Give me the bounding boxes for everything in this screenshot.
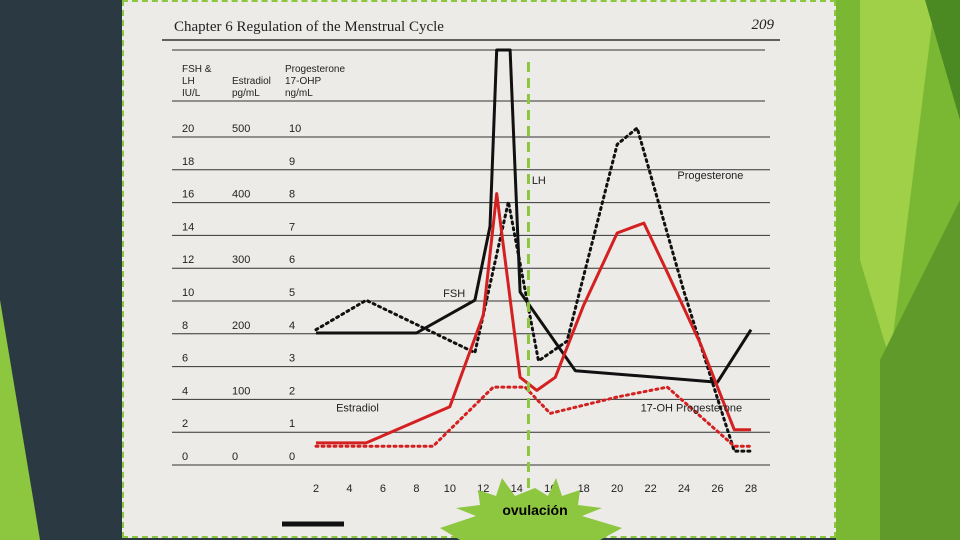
left-accent-shape	[0, 300, 40, 540]
series-line-lh	[316, 48, 753, 384]
chapter-title: Chapter 6 Regulation of the Menstrual Cy…	[174, 19, 444, 35]
y-tick-fsh_lh: 4	[182, 385, 188, 397]
series-line-estradiol	[316, 192, 751, 445]
y-tick-progesterone: 5	[289, 287, 295, 299]
x-tick-label: 2	[313, 483, 319, 495]
x-tick-label: 28	[745, 483, 757, 495]
y-tick-estradiol: 200	[232, 320, 250, 332]
y-tick-estradiol: 100	[232, 385, 250, 397]
y-tick-progesterone: 8	[289, 189, 295, 201]
y-tick-progesterone: 2	[289, 385, 295, 397]
y-tick-fsh_lh: 6	[182, 353, 188, 365]
x-tick-label: 18	[578, 483, 590, 495]
x-tick-label: 22	[644, 483, 656, 495]
x-tick-label: 20	[611, 483, 623, 495]
x-tick-label: 16	[544, 483, 556, 495]
axis-header-line: ng/mL	[285, 88, 313, 99]
axis-header-line: FSH &	[182, 64, 212, 75]
series-label: Progesterone	[677, 170, 743, 182]
x-tick-label: 6	[380, 483, 386, 495]
x-tick-label: 26	[711, 483, 723, 495]
series-label: 17-OH Progesterone	[641, 403, 743, 415]
y-tick-progesterone: 1	[289, 418, 295, 430]
axis-header-line: IU/L	[182, 88, 201, 99]
y-tick-estradiol: 400	[232, 189, 250, 201]
gridlines	[162, 39, 780, 466]
y-tick-progesterone: 4	[289, 320, 295, 332]
page-number: 209	[751, 17, 775, 33]
y-tick-progesterone: 9	[289, 156, 295, 168]
y-tick-fsh_lh: 14	[182, 221, 194, 233]
x-tick-label: 10	[444, 483, 456, 495]
series-label: LH	[532, 175, 546, 187]
axis-header-line: LH	[182, 76, 195, 87]
y-tick-fsh_lh: 18	[182, 156, 194, 168]
y-tick-estradiol: 500	[232, 123, 250, 135]
axis-header-line: pg/mL	[232, 88, 260, 99]
y-tick-fsh_lh: 12	[182, 254, 194, 266]
series-label: Estradiol	[336, 403, 379, 415]
page-header: Chapter 6 Regulation of the Menstrual Cy…	[174, 17, 774, 41]
right-accent-shape-1	[860, 0, 935, 360]
right-accent-shape-3	[925, 0, 960, 120]
series-line-17-oh-progesterone	[314, 385, 753, 448]
y-tick-progesterone: 3	[289, 353, 295, 365]
x-tick-label: 8	[413, 483, 419, 495]
series-label: FSH	[443, 288, 465, 300]
y-tick-progesterone: 0	[289, 451, 295, 463]
y-tick-progesterone: 7	[289, 221, 295, 233]
x-tick-label: 4	[346, 483, 352, 495]
series-line-fsh	[314, 126, 753, 453]
x-tick-label: 12	[477, 483, 489, 495]
ovulation-label: ovulación	[502, 502, 568, 518]
y-tick-progesterone: 6	[289, 254, 295, 266]
y-tick-progesterone: 10	[289, 123, 301, 135]
axis-header-line: Progesterone	[285, 64, 345, 75]
y-tick-fsh_lh: 16	[182, 189, 194, 201]
y-tick-fsh_lh: 20	[182, 123, 194, 135]
series-labels: LH FSH Progesterone Estradiol 17-OH Progeste…	[336, 170, 743, 415]
y-tick-fsh_lh: 0	[182, 451, 188, 463]
y-tick-fsh_lh: 8	[182, 320, 188, 332]
y-tick-estradiol: 300	[232, 254, 250, 266]
y-tick-fsh_lh: 10	[182, 287, 194, 299]
x-tick-label: 24	[678, 483, 690, 495]
axis-header-line: 17-OHP	[285, 76, 321, 87]
axis-header-line: Estradiol	[232, 76, 271, 87]
series-lines	[314, 48, 753, 453]
y-tick-estradiol: 0	[232, 451, 238, 463]
x-tick-label: 14	[511, 483, 523, 495]
right-accent-shape-2	[880, 200, 960, 540]
y-tick-fsh_lh: 2	[182, 418, 188, 430]
x-axis-ticks: 2 4 6 8 10 12 14 16 18 20 22 24 26 28	[313, 483, 757, 495]
